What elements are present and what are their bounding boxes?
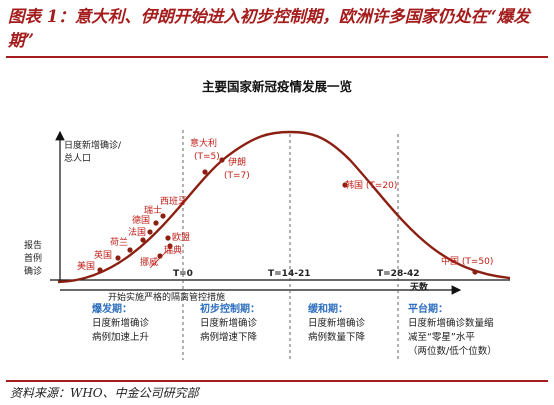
point-es xyxy=(160,213,166,219)
country-label-it-t: (T=5) xyxy=(194,152,220,162)
point-ch xyxy=(153,220,159,226)
point-ir xyxy=(219,157,225,163)
country-label-no: 挪威 xyxy=(140,258,159,268)
tick-t14-21: T=14-21 xyxy=(268,269,311,279)
days-label: 天数 xyxy=(410,283,429,293)
point-no xyxy=(157,253,163,259)
phase-line: （两位数/低个位数） xyxy=(408,346,497,357)
epidemic-curve xyxy=(57,130,511,284)
country-label-it: 意大利 xyxy=(190,139,218,149)
point-us xyxy=(97,267,103,273)
phase-line: 日度新增确诊 xyxy=(308,318,366,329)
country-label-es: 西班牙 xyxy=(160,197,188,207)
diagram-title: 主要国家新冠疫情发展一览 xyxy=(201,79,352,94)
cluster-arrow xyxy=(149,249,169,269)
phase-easing: 缓和期： 日度新增确诊 病例数量下降 xyxy=(308,303,365,345)
x-arrow-label: 开始实施严格的隔离管控措施 xyxy=(108,293,226,303)
country-label-ir: 伊朗 xyxy=(228,158,247,168)
point-kr xyxy=(342,182,348,188)
phase-title: 缓和期： xyxy=(308,304,348,315)
country-label-se: 瑞典 xyxy=(164,246,183,256)
country-label-cn: 中国 (T=50) xyxy=(441,257,494,267)
phase-line: 病例数量下降 xyxy=(308,332,366,343)
point-uk xyxy=(115,255,121,261)
y-axis-label-top: 日度新增确诊/ xyxy=(64,141,122,151)
source-note: 资料来源：WHO、中金公司研究部 xyxy=(10,386,199,400)
point-se xyxy=(167,243,173,249)
caption-rule xyxy=(6,56,548,58)
country-label-eu: 欧盟 xyxy=(172,233,191,243)
phase-title: 爆发期： xyxy=(92,304,132,315)
phase-title: 初步控制期： xyxy=(200,304,260,315)
point-cn xyxy=(472,269,478,275)
phase-line: 减至“零星”水平 xyxy=(408,332,475,343)
phase-line: 日度新增确诊 xyxy=(200,318,258,329)
phase-outbreak: 爆发期： 日度新增确诊 病例加速上升 xyxy=(92,303,149,345)
left-label-3: 确诊 xyxy=(24,267,43,277)
left-label-2: 首例 xyxy=(24,254,43,264)
phase-line: 病例增速下降 xyxy=(200,332,258,343)
phase-plateau: 平台期： 日度新增确诊数量缩 减至“零星”水平 （两位数/低个位数） xyxy=(408,303,497,359)
point-it xyxy=(202,169,208,175)
figure-caption: 图表 1：意大利、伊朗开始进入初步控制期，欧洲许多国家仍处在“爆发期” xyxy=(8,7,530,50)
left-label-1: 报告 xyxy=(24,241,43,251)
point-de xyxy=(140,237,146,243)
phase-line: 病例加速上升 xyxy=(92,332,150,343)
phase-title: 平台期： xyxy=(408,304,448,315)
phase-line: 日度新增确诊 xyxy=(92,318,150,329)
source-rule xyxy=(6,380,548,382)
country-points xyxy=(97,157,478,275)
phase-line: 日度新增确诊数量缩 xyxy=(408,318,494,329)
country-label-ir-t: (T=7) xyxy=(224,171,250,181)
tick-t0: T=0 xyxy=(173,269,193,279)
tick-t28-42: T=28-42 xyxy=(377,269,420,279)
country-label-us: 美国 xyxy=(77,262,96,272)
country-label-ch: 瑞士 xyxy=(144,206,163,216)
point-eu xyxy=(165,235,171,241)
y-axis-label-bottom: 总人口 xyxy=(64,154,92,164)
country-label-uk: 英国 xyxy=(94,251,113,261)
country-label-de: 德国 xyxy=(132,216,151,226)
country-label-fr: 法国 xyxy=(128,228,147,238)
phase-initial-control: 初步控制期： 日度新增确诊 病例增速下降 xyxy=(200,303,260,345)
country-label-kr: 韩国 (T=20) xyxy=(345,181,398,191)
country-label-nl: 荷兰 xyxy=(110,238,129,248)
point-fr xyxy=(147,229,153,235)
point-nl xyxy=(127,247,133,253)
